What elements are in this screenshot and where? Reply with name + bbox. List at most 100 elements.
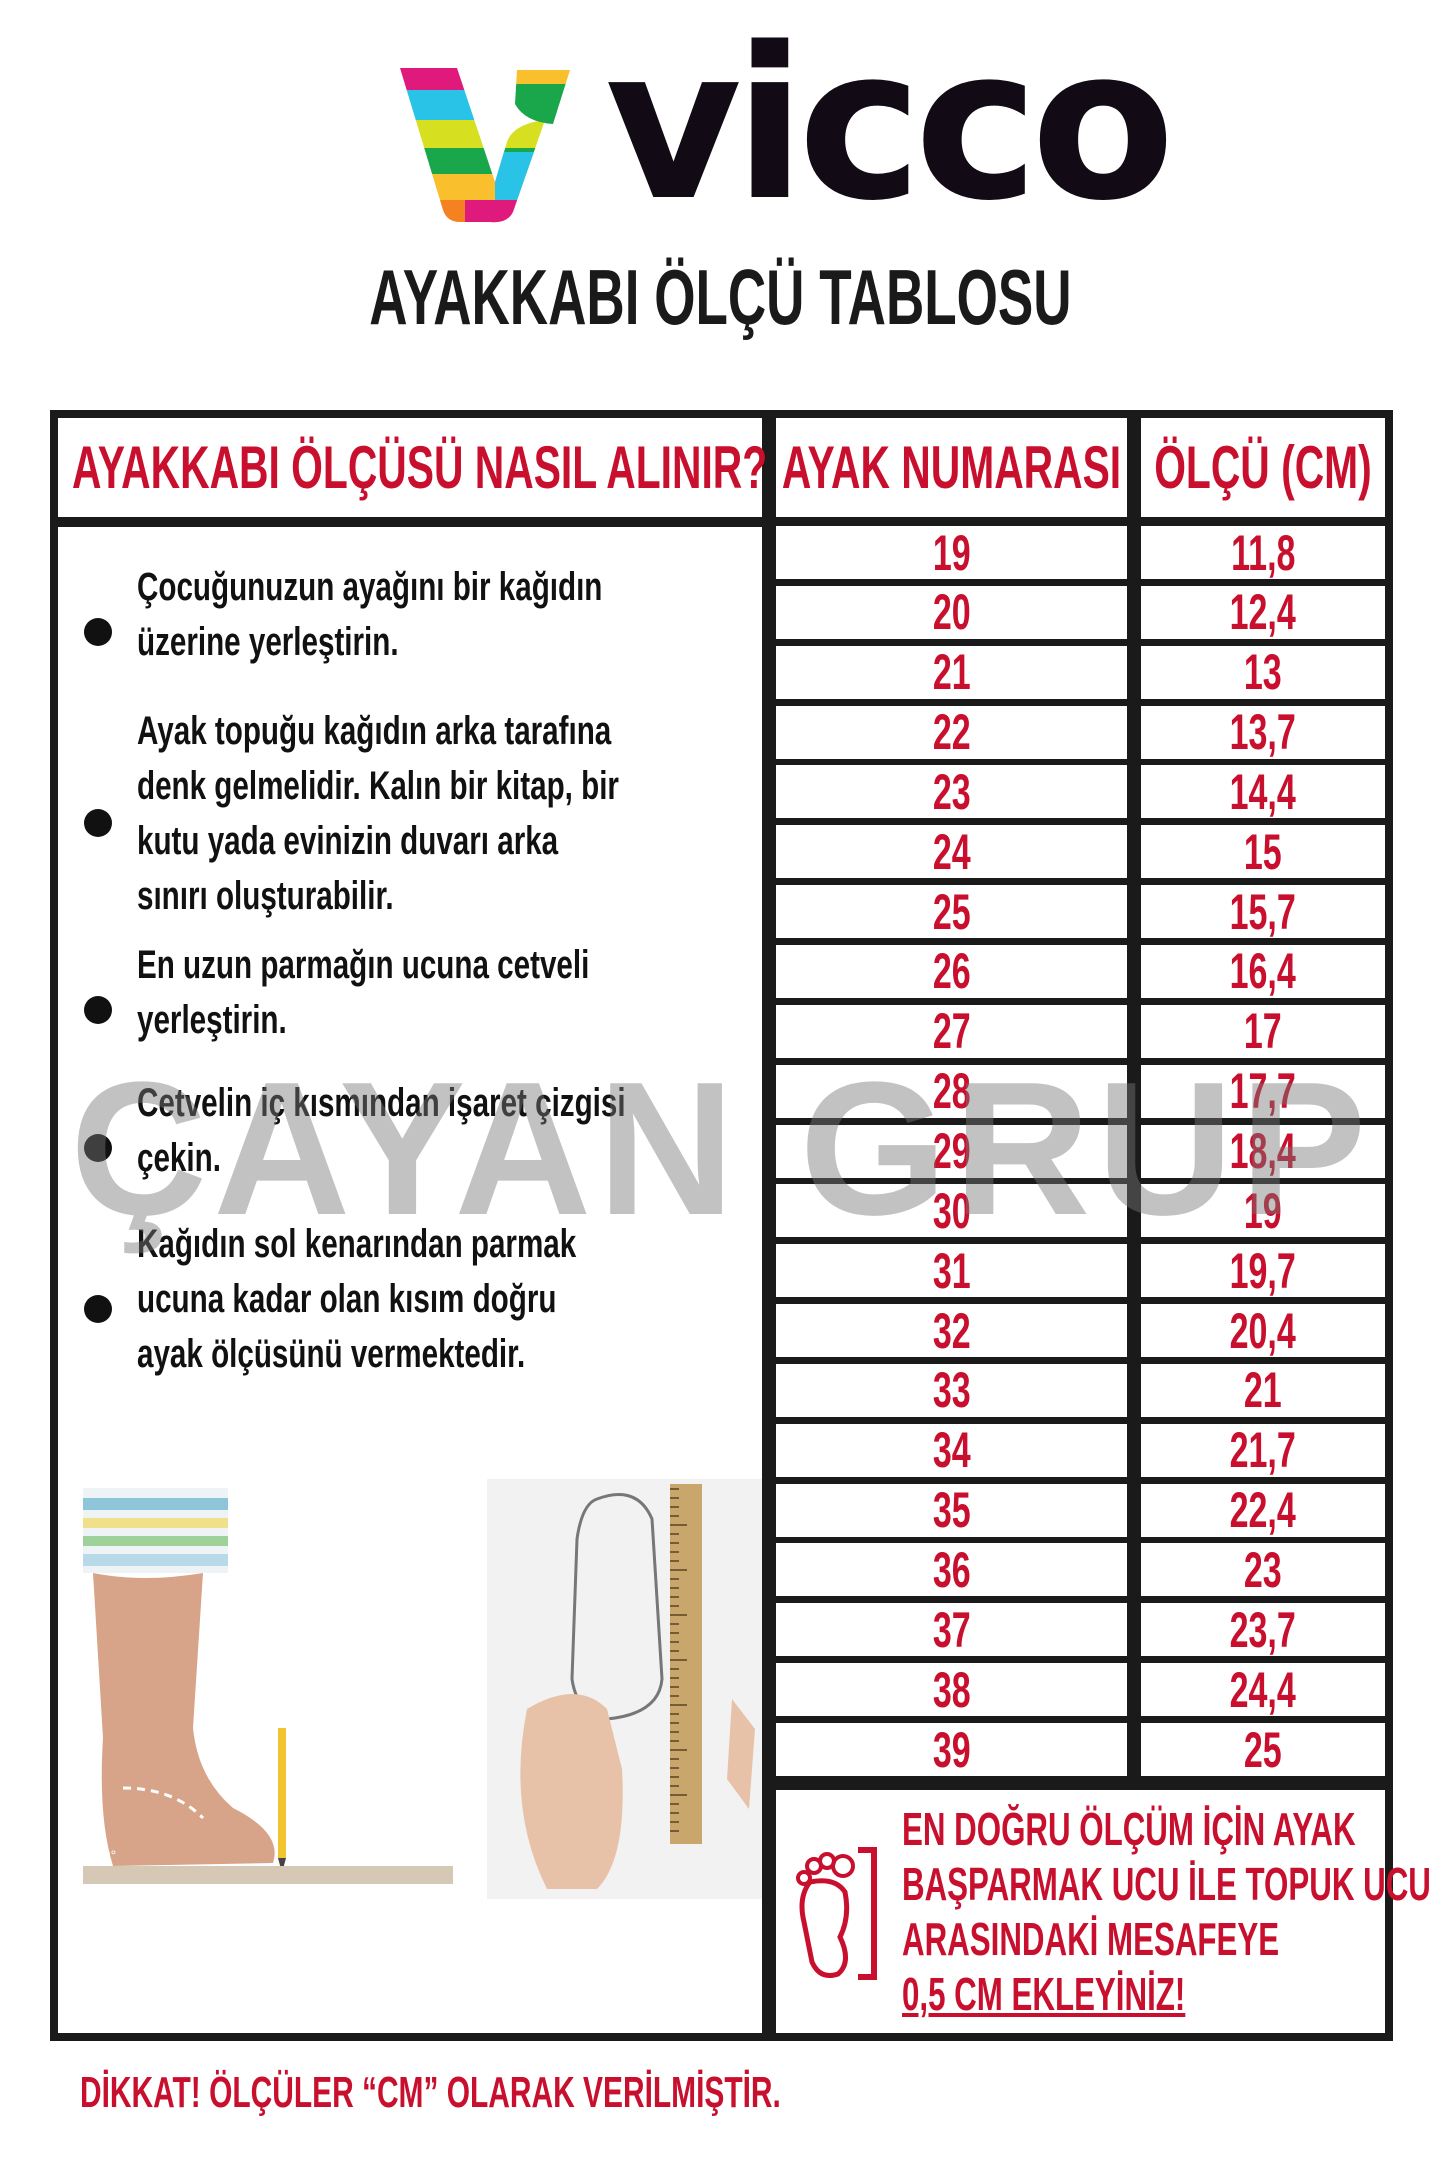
size-value: 29 [932,1123,971,1179]
table-row-size: 38 [776,1663,1127,1717]
note-text: EN DOĞRU ÖLÇÜM İÇİN AYAK [902,1803,1356,1855]
page-title: AYAKKABI ÖLÇÜ TABLOSU [368,253,1072,341]
instruction-text: üzerine yerleştirin. [137,620,399,664]
cm-value: 12,4 [1229,584,1297,641]
cm-value: 11,8 [1230,524,1296,581]
table-row-cm: 24,4 [1141,1661,1385,1718]
foot-icon [796,1847,877,1980]
header-how-to: AYAKKABI ÖLÇÜSÜ NASIL ALINIR? [58,418,767,517]
cm-value: 22,4 [1229,1482,1297,1539]
size-value: 20 [932,584,971,641]
note-emphasis: 0,5 CM EKLEYİNİZ! [902,1968,1186,2020]
cm-value: 21 [1244,1362,1282,1419]
table-row-size: 19 [776,526,1127,579]
instruction-text: ucuna kadar olan kısım doğru [137,1277,557,1321]
cm-value: 15,7 [1229,883,1297,940]
table-row-size: 34 [776,1423,1127,1477]
table-row-cm: 21,7 [1141,1422,1385,1479]
table-row-cm: 13 [1141,644,1385,701]
cm-value: 25 [1244,1721,1282,1778]
cm-value: 21,7 [1229,1422,1297,1479]
size-value: 25 [932,883,971,940]
instruction-text: denk gelmelidir. Kalın bir kitap, bir [137,764,619,808]
brand-name: vicco [605,2,1175,247]
table-row-cm: 11,8 [1141,526,1385,579]
cm-value: 15 [1244,823,1282,880]
footer-note: DİKKAT! ÖLÇÜLER “CM” OLARAK VERİLMİŞTİR. [80,2068,781,2117]
cm-value: 18,4 [1229,1123,1297,1179]
cm-value: 20,4 [1229,1302,1297,1359]
bullet-icon [84,809,112,837]
instruction-text: Cetvelin iç kısmından işaret çizgisi [137,1081,626,1125]
header-cm: ÖLÇÜ (CM) [1141,418,1385,517]
instruction-text: yerleştirin. [137,998,287,1042]
table-row-size: 22 [776,705,1127,759]
table-row-size: 24 [776,825,1127,879]
table-row-size: 20 [776,584,1127,641]
table-row-size: 32 [776,1302,1127,1359]
instruction-text: Kağıdın sol kenarından parmak [137,1222,577,1266]
size-value: 32 [932,1302,971,1359]
instruction-text: Ayak topuğu kağıdın arka tarafına [137,709,612,753]
table-row-cm: 18,4 [1141,1123,1385,1179]
cm-value: 19 [1244,1182,1282,1239]
instruction-text: sınırı oluşturabilir. [137,874,394,918]
angle-label: 90° [95,1847,116,1863]
vicco-logo-mark [400,68,570,223]
size-value: 37 [932,1601,971,1658]
table-row-size: 27 [776,1004,1127,1058]
note-box [776,1790,1385,2033]
table-row-size: 31 [776,1242,1127,1299]
cm-value: 19,7 [1229,1242,1297,1299]
table-row-cm: 17 [1141,1003,1385,1060]
bullet-icon [84,1134,112,1162]
instruction-text: Çocuğunuzun ayağını bir kağıdın [137,565,603,609]
bullet-icon [84,1294,112,1323]
bullet-icon [84,618,112,646]
watermark: ÇAYAN GRUP [70,1043,1373,1255]
table-row-cm: 19 [1141,1182,1385,1239]
foot-outline-ruler-photo [487,1479,762,1899]
table-row-cm: 19,7 [1141,1242,1385,1299]
header-size: AYAK NUMARASI [776,418,1127,517]
table-row-size: 23 [776,763,1127,820]
table-row-cm: 22,4 [1141,1482,1385,1539]
table-row-size: 35 [776,1482,1127,1539]
cm-value: 23,7 [1229,1601,1297,1658]
table-row-cm: 23 [1141,1541,1385,1598]
table-row-cm: 16,4 [1141,943,1385,1000]
size-value: 19 [932,524,971,581]
size-value: 36 [932,1541,971,1598]
size-value: 23 [932,763,971,820]
table-row-cm: 20,4 [1141,1302,1385,1359]
size-value: 35 [932,1482,971,1539]
baby-foot-measure-photo: 90° [83,1488,453,1884]
table-row-cm: 23,7 [1141,1601,1385,1658]
table-row-size: 26 [776,944,1127,998]
note-text: BAŞPARMAK UCU İLE TOPUK UCU [902,1858,1431,1910]
size-value: 31 [932,1242,971,1299]
table-row-size: 25 [776,883,1127,940]
cm-value: 14,4 [1229,763,1297,820]
table-row-size: 37 [776,1601,1127,1658]
instruction-text: çekin. [137,1136,221,1180]
table-row-size: 30 [776,1184,1127,1238]
size-value: 33 [932,1362,971,1419]
cm-value: 24,4 [1229,1661,1297,1718]
cm-value: 16,4 [1229,943,1297,1000]
table-row-size: 28 [776,1064,1127,1118]
note-text: ARASINDAKİ MESAFEYE [902,1913,1280,1965]
table-row-cm: 15,7 [1141,883,1385,940]
size-chart-table: AYAKKABI ÖLÇÜSÜ NASIL ALINIR? AYAK NUMAR… [50,410,1393,2041]
cm-value: 17 [1244,1003,1282,1060]
table-row-cm: 13,7 [1141,704,1385,761]
instruction-text: En uzun parmağın ucuna cetveli [137,943,590,987]
cm-value: 13 [1244,644,1282,701]
table-row-size: 36 [776,1541,1127,1598]
table-row-size: 21 [776,645,1127,699]
table-row-size: 33 [776,1362,1127,1419]
table-row-cm: 17,7 [1141,1064,1385,1118]
bullet-icon [84,996,112,1024]
cm-value: 13,7 [1229,704,1297,761]
cm-value: 23 [1244,1541,1282,1598]
